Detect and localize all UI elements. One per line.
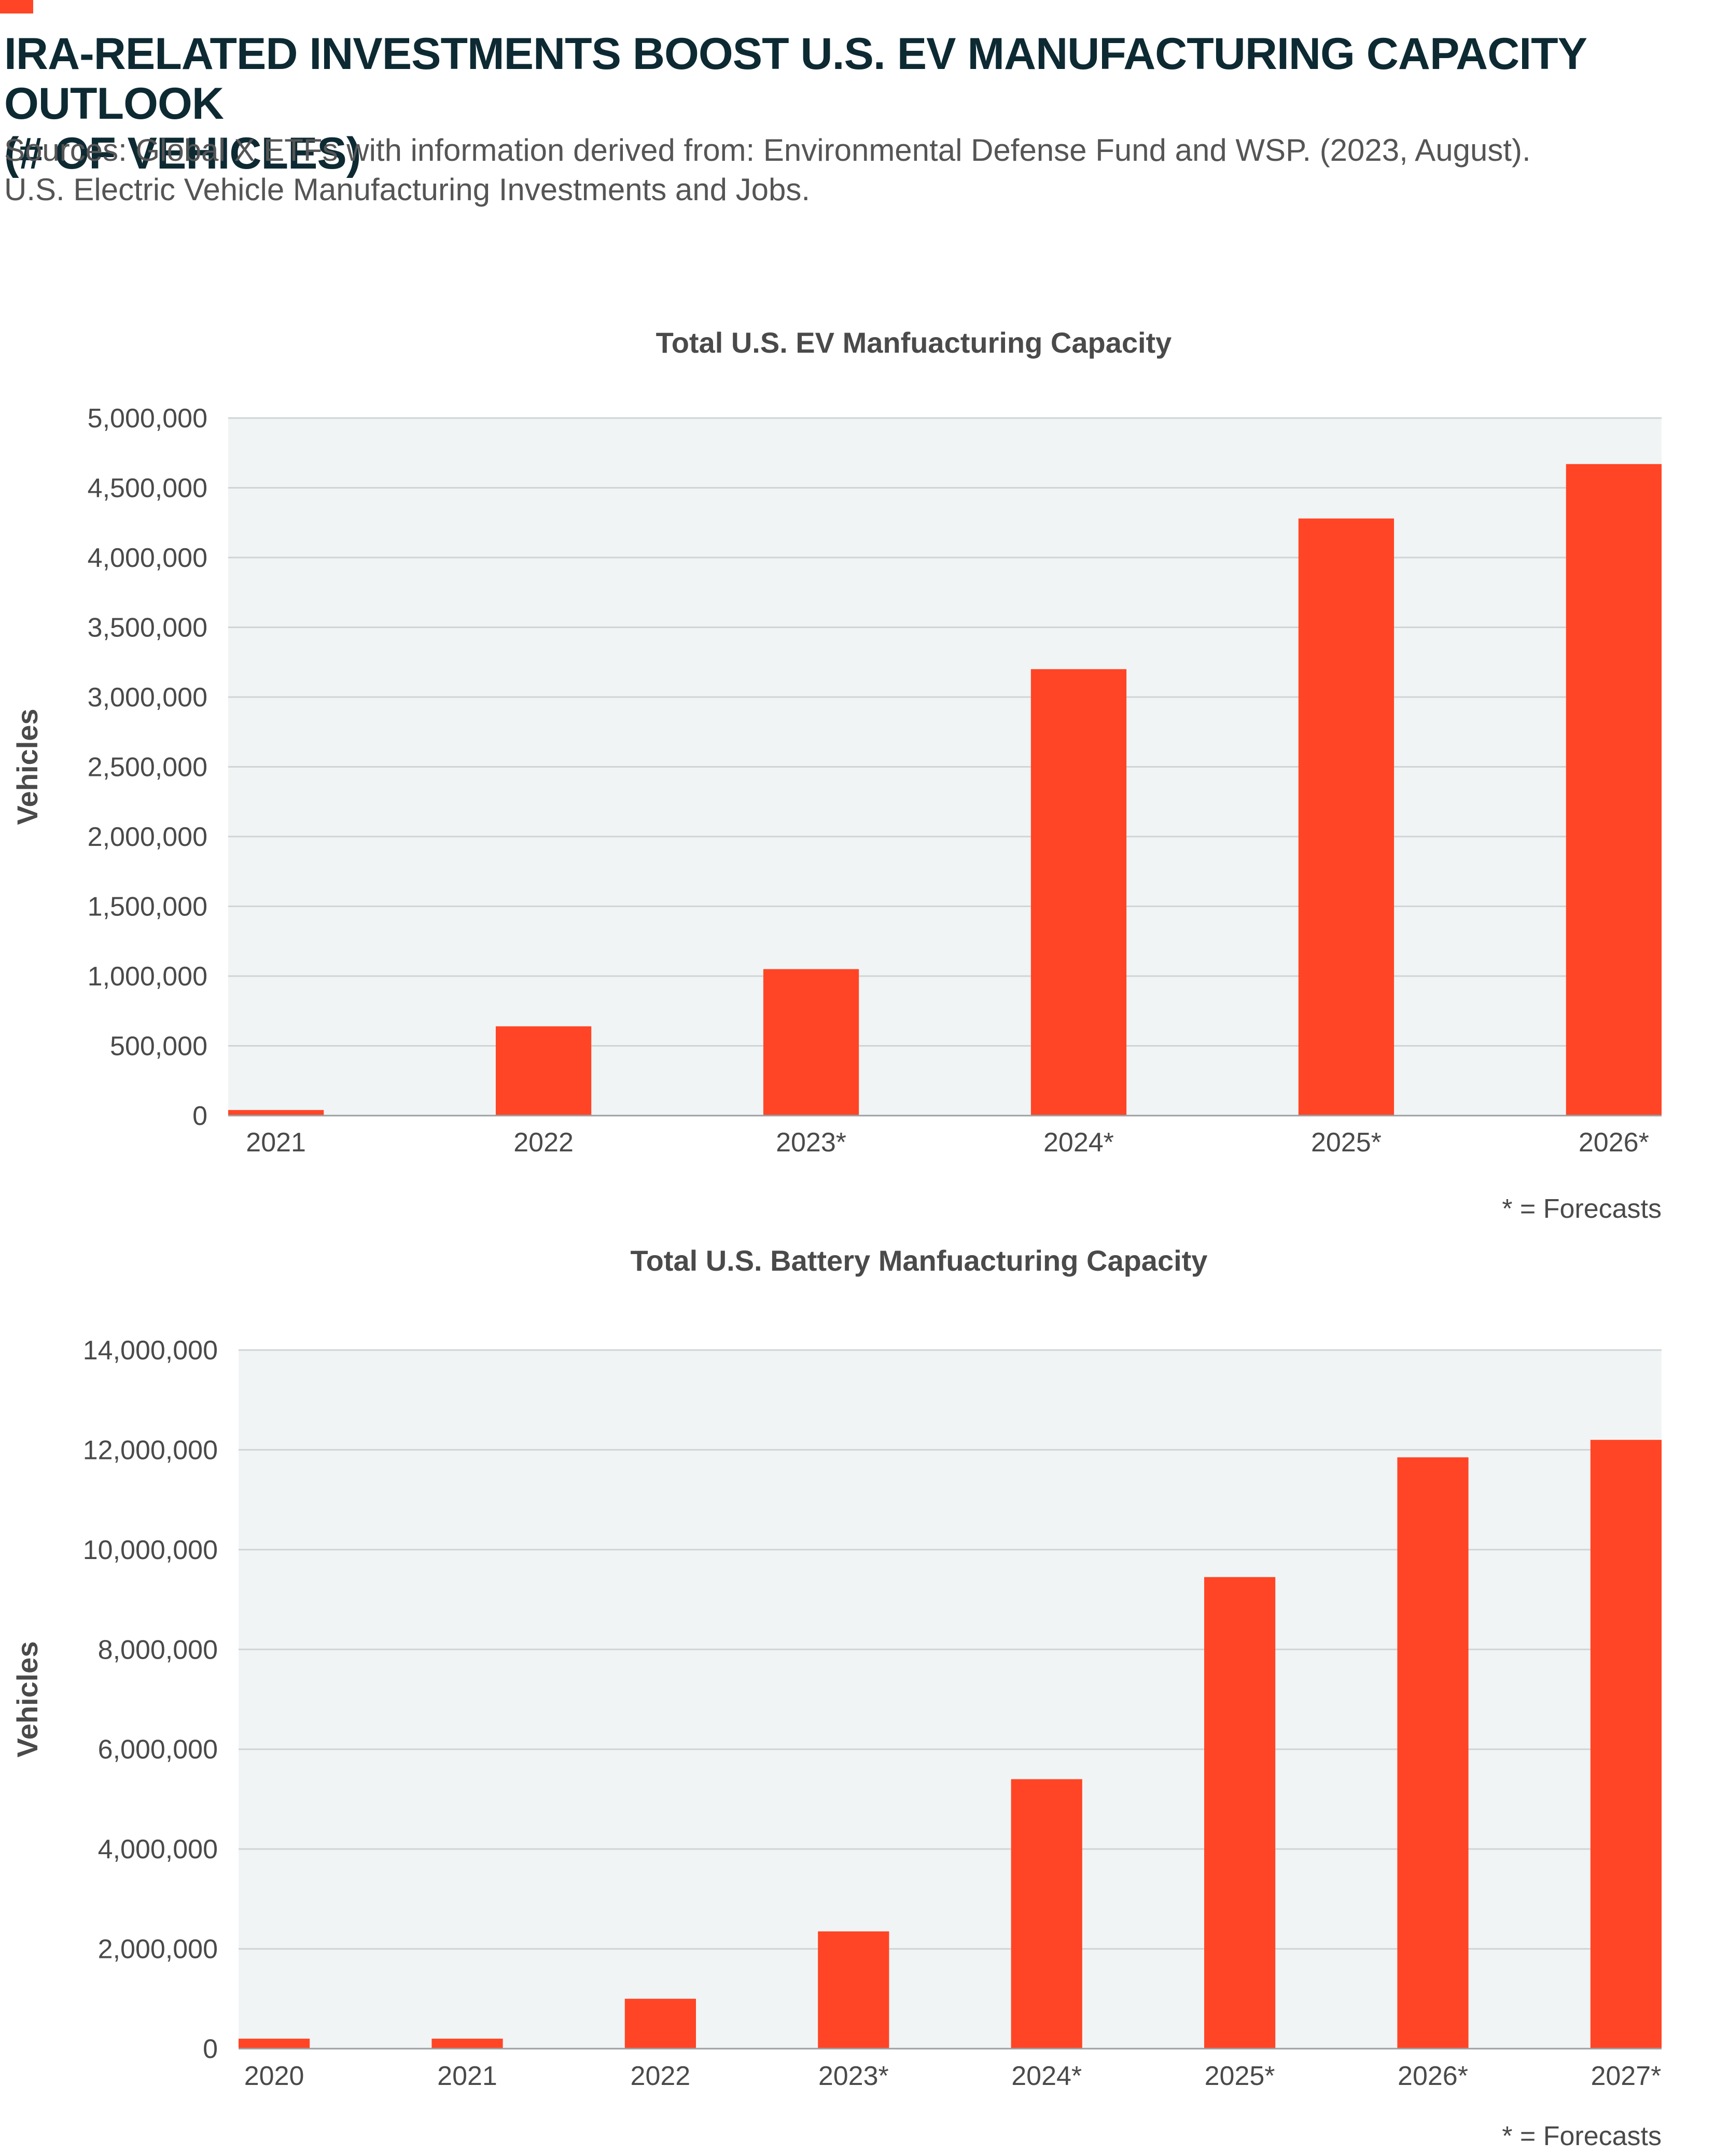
x-tick-label: 2021 — [437, 2061, 497, 2091]
bar — [624, 1998, 696, 2049]
y-tick-label: 2,500,000 — [88, 753, 207, 783]
y-tick-label: 14,000,000 — [83, 1336, 218, 1366]
bar — [431, 2038, 503, 2049]
ev-capacity-chart: Total U.S. EV Manfuacturing Capacity 0 500… — [11, 326, 1662, 1224]
bar — [1590, 1440, 1662, 2049]
y-tick-label: 4,500,000 — [88, 474, 207, 504]
forecast-note: * = Forecasts — [1502, 2121, 1662, 2151]
x-tick-label: 2027* — [1591, 2061, 1661, 2091]
chart-title: Total U.S. Battery Manfuacturing Capacit… — [631, 1244, 1208, 1277]
y-tick-label: 5,000,000 — [88, 404, 207, 434]
x-tick-label: 2024* — [1011, 2061, 1082, 2091]
bar — [1566, 464, 1662, 1116]
source-line-1: Sources: Global X ETFs with information … — [4, 133, 1531, 168]
y-tick-label: 3,000,000 — [88, 683, 207, 713]
forecast-note: * = Forecasts — [1502, 1194, 1662, 1224]
y-tick-label: 12,000,000 — [83, 1435, 218, 1465]
page-title: IRA-RELATED INVESTMENTS BOOST U.S. EV MA… — [4, 29, 1716, 178]
x-tick-label: 2026* — [1398, 2061, 1468, 2091]
x-tick-label: 2021 — [246, 1128, 306, 1158]
bar — [1030, 669, 1127, 1116]
y-tick-label: 10,000,000 — [83, 1535, 218, 1565]
y-tick-label: 2,000,000 — [98, 1935, 218, 1965]
x-tick-label: 2023* — [818, 2061, 889, 2091]
x-tick-label: 2022 — [513, 1128, 574, 1158]
x-tick-label: 2022 — [631, 2061, 691, 2091]
y-tick-label: 6,000,000 — [98, 1735, 218, 1765]
x-tick-label: 2024* — [1043, 1128, 1114, 1158]
y-tick-label: 1,000,000 — [88, 962, 207, 992]
x-tick-label: 2026* — [1579, 1128, 1649, 1158]
bar — [228, 1110, 324, 1116]
y-tick-label: 3,500,000 — [88, 613, 207, 643]
bar — [1011, 1779, 1082, 2049]
y-tick-label: 1,500,000 — [88, 892, 207, 922]
x-tick-label: 2025* — [1311, 1128, 1382, 1158]
bar — [1397, 1457, 1469, 2049]
page-title-line-1: IRA-RELATED INVESTMENTS BOOST U.S. EV MA… — [4, 29, 1586, 129]
bar — [1298, 518, 1395, 1116]
y-tick-label: 0 — [192, 1101, 207, 1131]
chart-title: Total U.S. EV Manfuacturing Capacity — [656, 326, 1172, 359]
y-tick-label: 2,000,000 — [88, 822, 207, 852]
y-tick-label: 500,000 — [110, 1032, 207, 1062]
x-tick-label: 2025* — [1205, 2061, 1275, 2091]
page-title-line-2: (# OF VEHICLES) — [4, 129, 361, 178]
bar — [763, 969, 859, 1116]
y-axis-label: Vehicles — [11, 1641, 44, 1757]
x-tick-label: 2023* — [776, 1128, 846, 1158]
bar — [1204, 1577, 1276, 2049]
accent-bar — [0, 0, 33, 13]
y-axis-label: Vehicles — [11, 708, 44, 825]
bar — [239, 2038, 310, 2049]
battery-capacity-chart: Total U.S. Battery Manfuacturing Capacit… — [11, 1244, 1662, 2151]
bar — [818, 1931, 889, 2049]
y-tick-label: 0 — [203, 2034, 218, 2064]
bar — [495, 1026, 592, 1116]
y-tick-label: 8,000,000 — [98, 1635, 218, 1665]
source-note: Sources: Global X ETFs with information … — [4, 131, 1716, 210]
y-tick-label: 4,000,000 — [88, 543, 207, 573]
x-tick-label: 2020 — [244, 2061, 304, 2091]
y-tick-label: 4,000,000 — [98, 1834, 218, 1865]
source-line-2: U.S. Electric Vehicle Manufacturing Inve… — [4, 172, 811, 207]
